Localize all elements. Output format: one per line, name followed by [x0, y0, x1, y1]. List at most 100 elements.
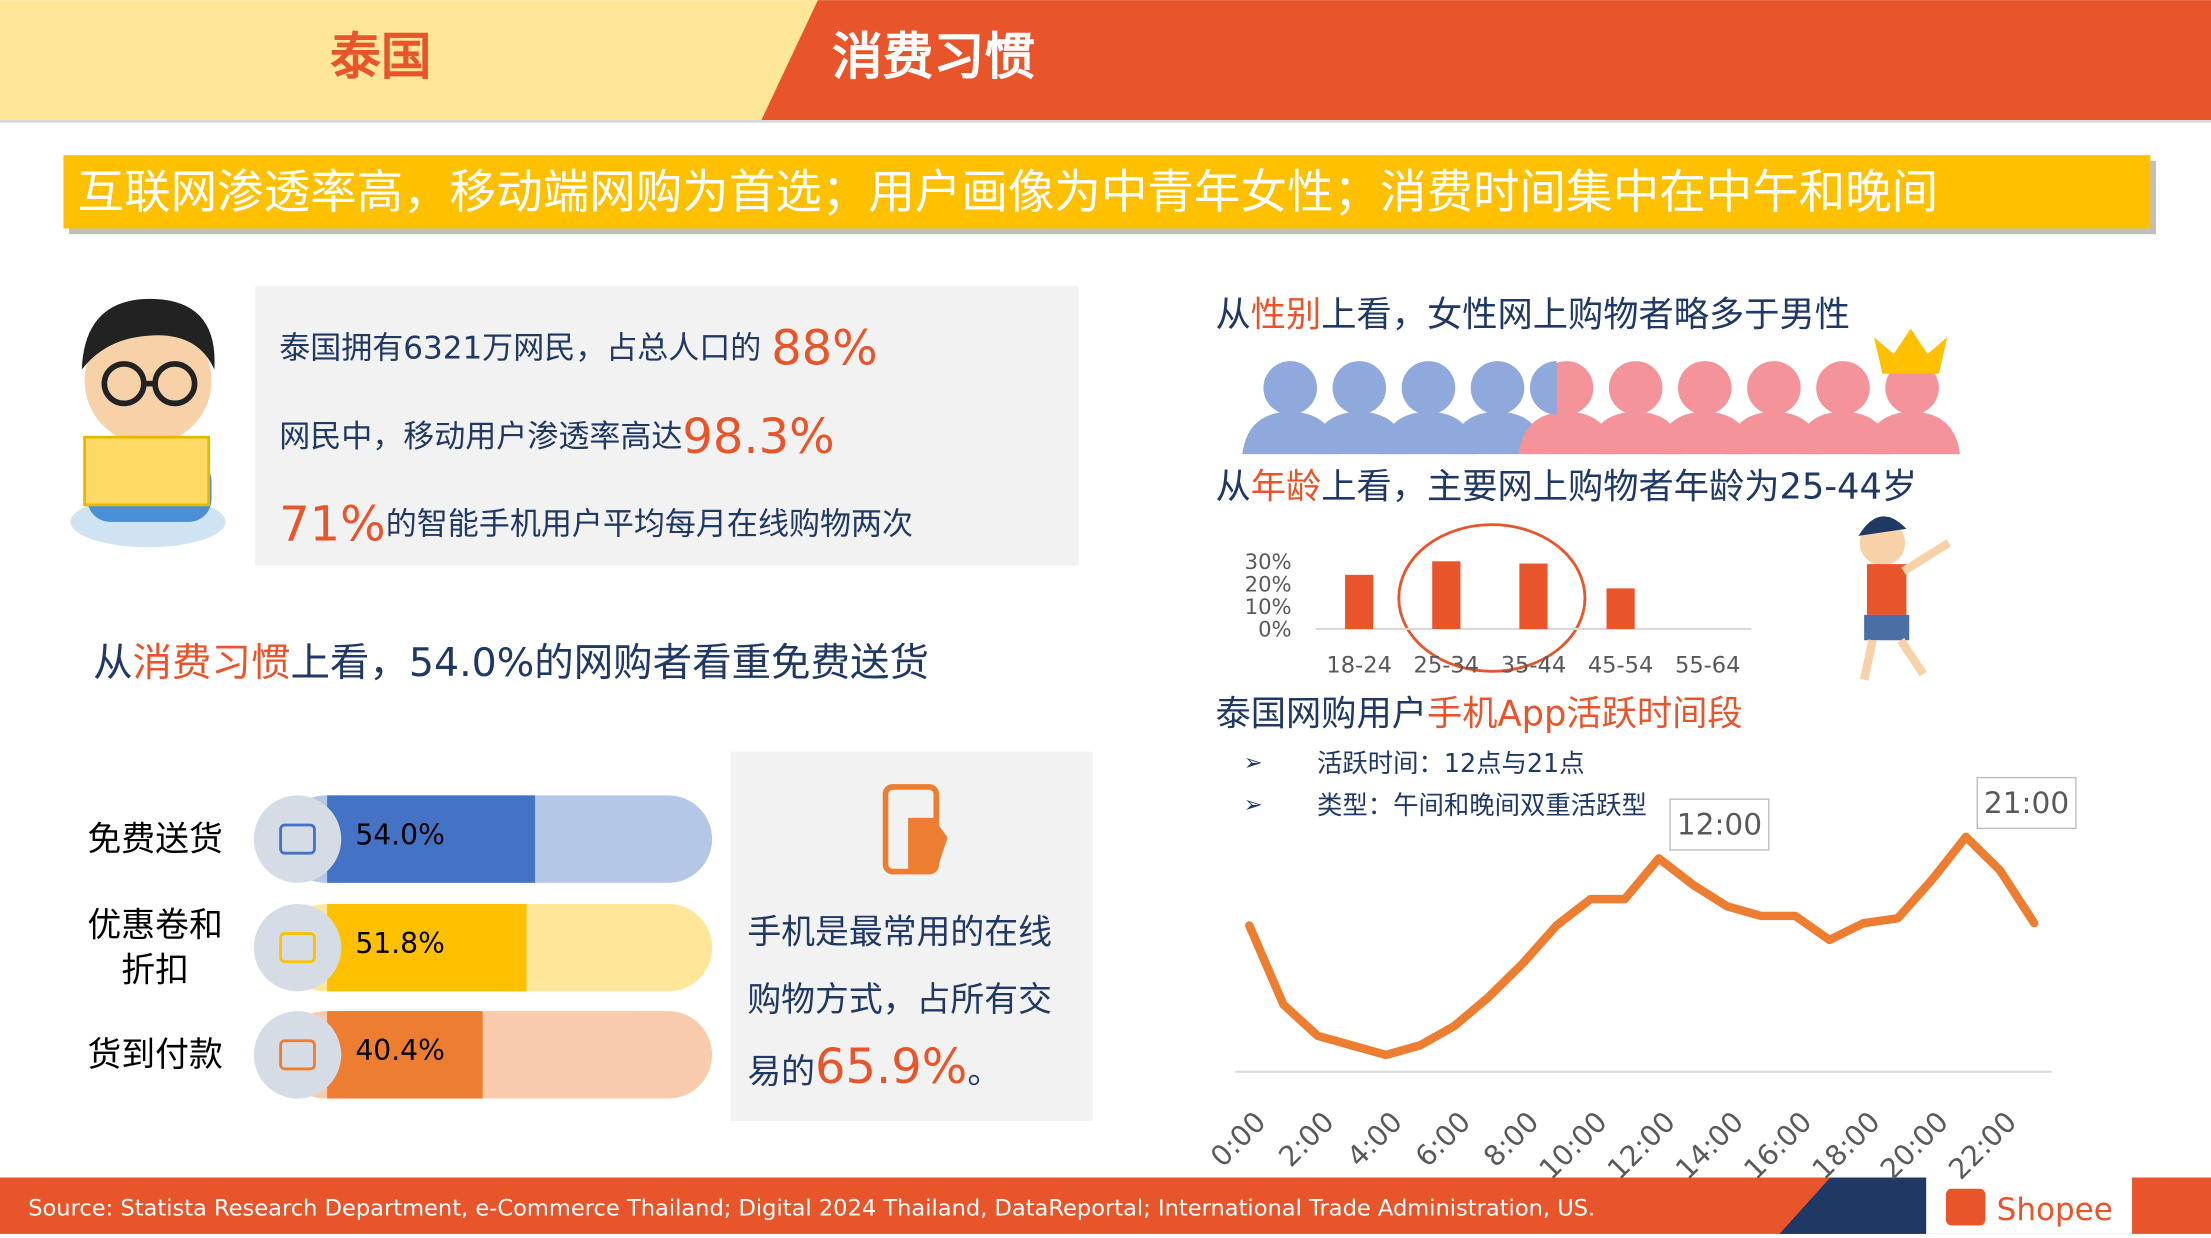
y-tick-label: 0%: [1258, 616, 1292, 641]
value-label: 40.4%: [355, 1034, 445, 1067]
stats-box: [255, 286, 1079, 566]
stat-line: 泰国拥有6321万网民，占总人口的 88%: [279, 321, 878, 376]
heading-highlight: 年龄: [1251, 466, 1322, 507]
y-tick-label: 20%: [1245, 571, 1292, 596]
bar: [1606, 588, 1635, 629]
y-tick-label: 10%: [1245, 594, 1292, 619]
note-text: 手机是最常用的在线购物方式，占所有交易的: [747, 912, 1052, 1092]
heading-text: 泰国网购用户: [1215, 693, 1427, 734]
banner-text: 互联网渗透率高，移动端网购为首选；用户画像为中青年女性；消费时间集中在中午和晚间: [78, 165, 1939, 219]
heading-text: 从: [93, 640, 132, 686]
habit-heading: 从消费习惯上看，54.0%的网购者看重免费送货: [93, 640, 929, 686]
person-head: [1332, 361, 1387, 415]
bullet: 类型：午间和晚间双重活跃型: [1317, 790, 1647, 820]
mobile-box: [730, 751, 1093, 1122]
annotation-label: 21:00: [1984, 786, 2069, 820]
x-tick-label: 45-54: [1588, 653, 1654, 679]
stat-highlight: 88%: [771, 321, 878, 376]
phone-icon: [882, 784, 948, 875]
mobile-note: 手机是最常用的在线购物方式，占所有交易的65.9%。: [747, 898, 1078, 1105]
highlight-ellipse: [1397, 523, 1587, 673]
x-tick-label: 18:00: [1806, 1105, 1887, 1186]
person-head: [1263, 361, 1318, 415]
x-tick-label: 25-34: [1414, 653, 1480, 679]
category-label: 优惠卷和折扣: [87, 905, 223, 990]
bar-icon: [253, 1011, 342, 1099]
bar-icon-glyph: [279, 932, 316, 964]
bar-icon-glyph: [279, 1039, 316, 1071]
category-label: 货到付款: [87, 1035, 223, 1075]
gender-heading: 从性别上看，女性网上购物者略多于男性: [1215, 294, 1850, 335]
person-head: [1885, 361, 1939, 415]
x-tick-label: 10:00: [1533, 1105, 1614, 1186]
logo-bag: [1945, 1188, 1986, 1226]
x-tick-label: 4:00: [1341, 1105, 1409, 1173]
bullet: 活跃时间：12点与21点: [1317, 748, 1585, 778]
category-label-box: 优惠卷和折扣: [87, 905, 223, 990]
heading-highlight: 消费习惯: [133, 640, 291, 686]
bar-icon: [253, 903, 342, 992]
bar: [1519, 563, 1548, 629]
annotation-label: 12:00: [1677, 808, 1762, 842]
footer-accent: [1779, 1177, 1932, 1234]
heading-text: 从: [1215, 466, 1250, 507]
note-highlight: 65.9%: [815, 1039, 968, 1096]
line: [1245, 832, 2039, 1060]
annotation-box: [1669, 798, 1770, 851]
header-right-bg: [761, 0, 2211, 120]
y-tick-label: 30%: [1245, 549, 1292, 574]
person-head: [1747, 361, 1801, 415]
heading-highlight: 手机App活跃时间段: [1427, 693, 1743, 734]
x-tick-label: 55-64: [1675, 653, 1741, 679]
header-left-bg: [0, 0, 818, 120]
bar-icon-glyph: [279, 823, 316, 855]
x-tick-label: 2:00: [1272, 1105, 1340, 1173]
x-tick-label: 16:00: [1737, 1105, 1818, 1186]
person-head: [1816, 361, 1870, 415]
person-head: [1608, 361, 1663, 415]
stat-text: 泰国拥有6321万网民，占总人口的: [279, 330, 771, 366]
source: Source: Statista Research Department, e-…: [28, 1196, 1595, 1222]
banner-bg: [63, 155, 2151, 229]
bullet-arrow: ➢: [1244, 750, 1263, 776]
category-label: 免费送货: [87, 819, 223, 859]
stat-line: 网民中，移动用户渗透率高达98.3%: [279, 410, 835, 465]
x-tick-label: 35-44: [1501, 653, 1567, 679]
stat-highlight: 71%: [279, 497, 386, 552]
person-head: [1677, 361, 1732, 415]
header-country: 泰国: [330, 27, 432, 86]
bar: [327, 903, 527, 992]
annotation-box: [1976, 776, 2077, 830]
x-tick-label: 22:00: [1942, 1105, 2023, 1186]
bar-icon: [253, 795, 342, 883]
value-label: 54.0%: [355, 818, 445, 851]
header-topic: 消费习惯: [832, 27, 1035, 86]
person-head: [1470, 361, 1525, 415]
stat-highlight: 98.3%: [682, 410, 834, 465]
active-heading: 泰国网购用户手机App活跃时间段: [1215, 693, 1742, 734]
note-text: 。: [967, 1052, 1002, 1092]
stat-text: 的智能手机用户平均每月在线购物两次: [386, 507, 913, 543]
person-half: [1529, 361, 1557, 415]
person-body: [1864, 411, 1961, 455]
bar: [1432, 561, 1461, 629]
cartoon-reader: [70, 298, 226, 548]
heading-text: 上看，主要网上购物者年龄为25-44岁: [1321, 466, 1917, 507]
x-tick-label: 14:00: [1669, 1105, 1750, 1186]
value-label: 51.8%: [355, 927, 445, 960]
stat-text: 网民中，移动用户渗透率高达: [279, 419, 682, 455]
x-tick-label: 18-24: [1326, 653, 1392, 679]
heading-highlight: 性别: [1251, 294, 1322, 335]
bar: [327, 1011, 483, 1099]
stat-line: 71%的智能手机用户平均每月在线购物两次: [279, 497, 913, 552]
x-tick-label: 12:00: [1601, 1105, 1682, 1186]
crown-icon: [1873, 328, 1948, 374]
gender-people: [1242, 361, 1961, 455]
heading-text: 上看，女性网上购物者略多于男性: [1321, 294, 1850, 335]
bar: [327, 795, 536, 883]
x-tick-label: 0:00: [1204, 1105, 1272, 1173]
category-label-box: 免费送货: [87, 819, 223, 859]
heading-text: 上看，54.0%的网购者看重免费送货: [290, 640, 928, 686]
